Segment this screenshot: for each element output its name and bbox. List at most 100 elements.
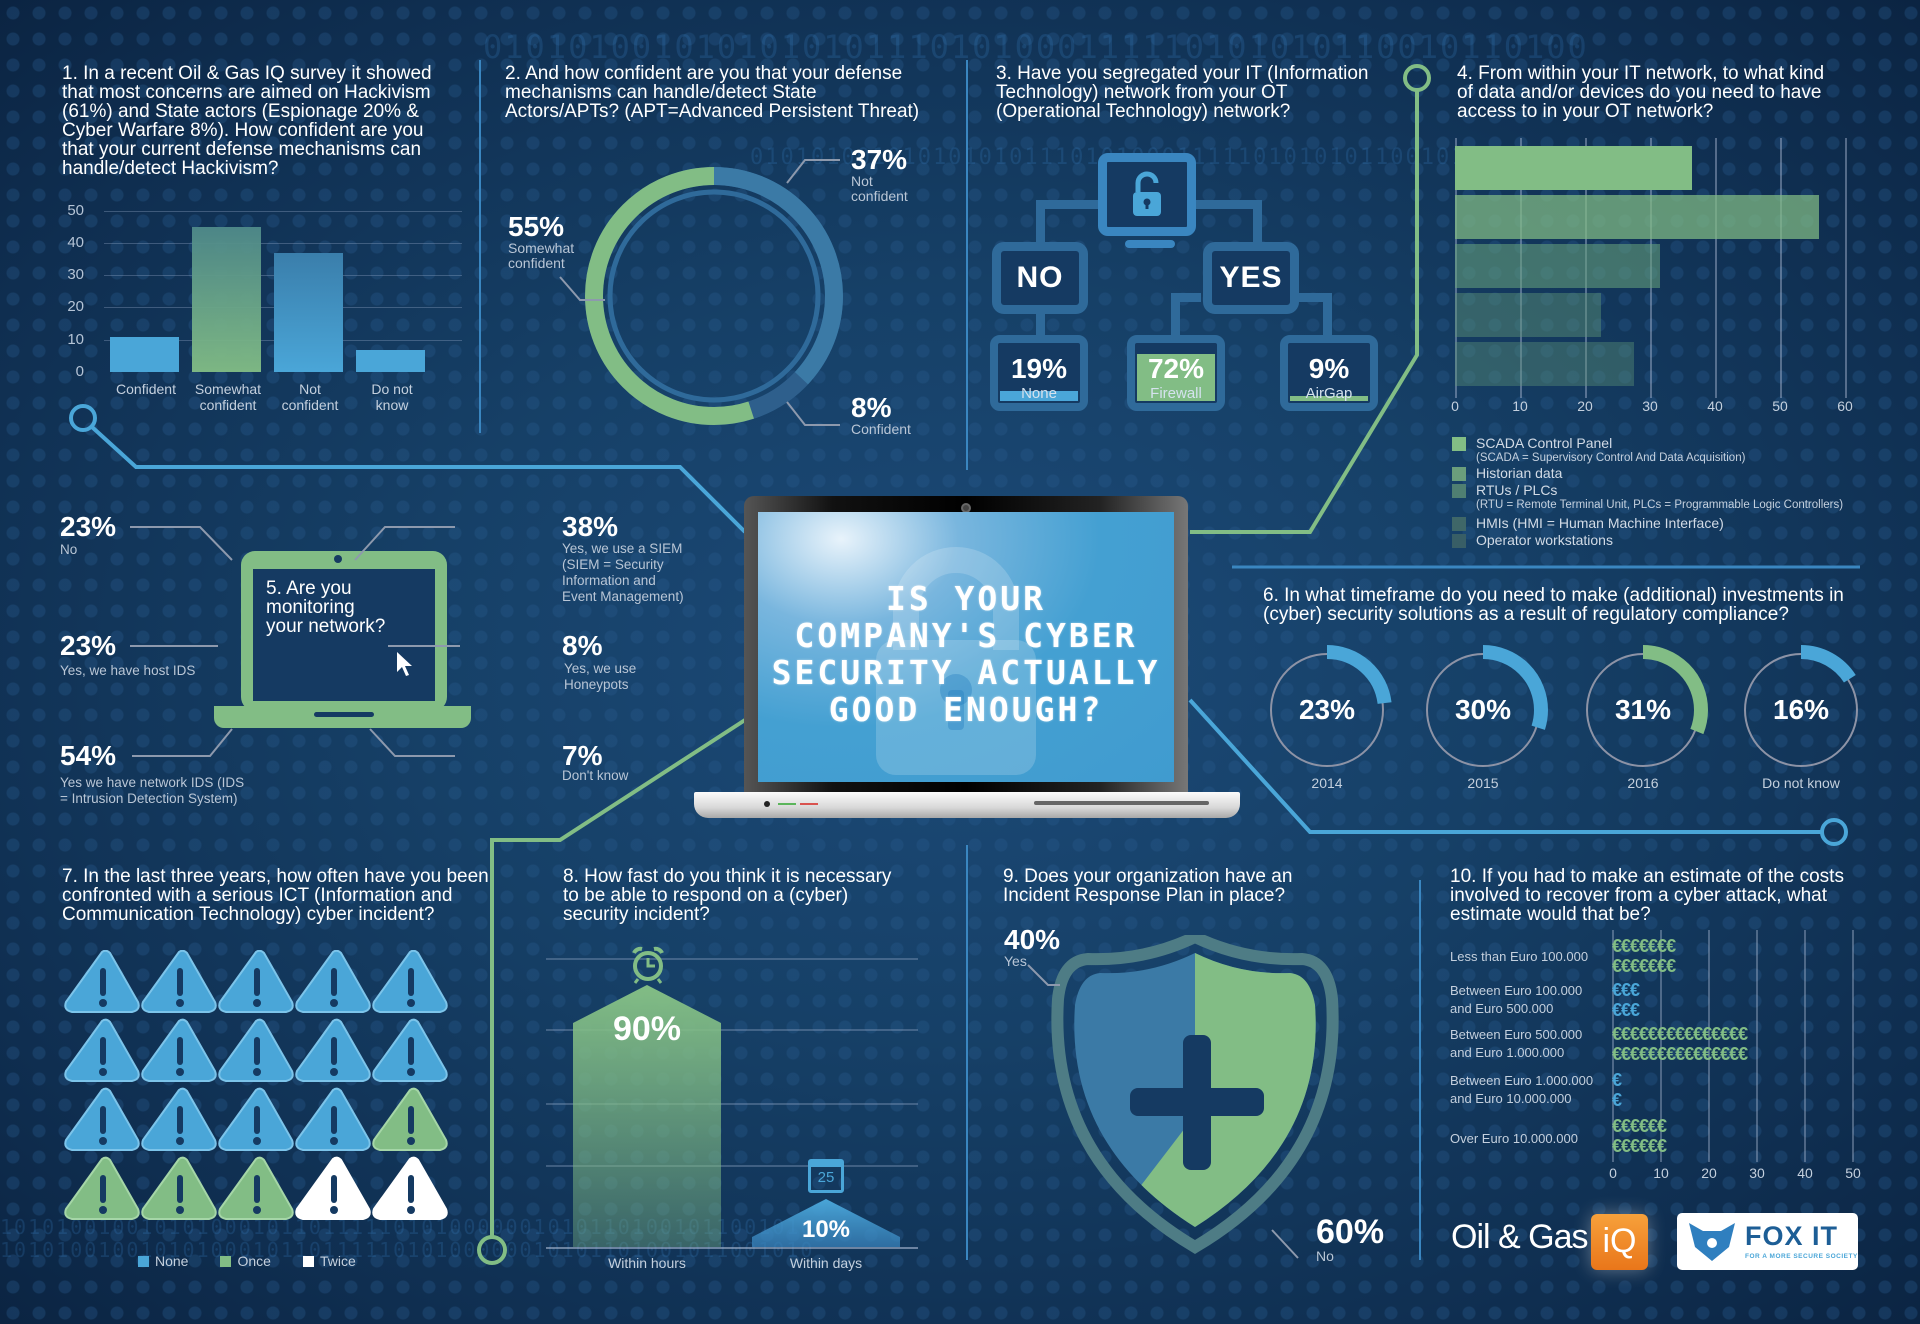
x-label: Not confident bbox=[281, 381, 339, 413]
within-hours-pct: 90% bbox=[612, 1010, 682, 1048]
q5-dont-know-label: Don't know bbox=[562, 768, 629, 783]
q1-question-line: handle/detect Hackivism? bbox=[62, 158, 279, 179]
q5-leader-lines bbox=[130, 526, 460, 757]
monitor-icon bbox=[1098, 153, 1196, 236]
q10-question-line: 10. If you had to make an estimate of th… bbox=[1450, 866, 1844, 887]
within-days-label: Within days bbox=[789, 1255, 863, 1271]
q2-donut-chart bbox=[585, 167, 843, 425]
q2-question-line: 2. And how confident are you that your d… bbox=[505, 63, 903, 84]
q2-leader-lines bbox=[559, 159, 840, 426]
q5-dont-know-pct: 7% bbox=[562, 740, 603, 771]
q2-slice-not-confident: 37% Not confident bbox=[851, 144, 908, 204]
x-tick: 40 bbox=[1797, 1165, 1813, 1181]
x-tick: 0 bbox=[1609, 1165, 1617, 1181]
q7-question-line: Communication Technology) cyber incident… bbox=[62, 904, 435, 925]
q5-siem-label: Yes, we use a SIEM (SIEM = Security Inform… bbox=[562, 541, 684, 604]
alarm-clock-icon bbox=[632, 946, 664, 984]
q6-question-line: 6. In what timeframe do you need to make… bbox=[1263, 585, 1844, 606]
q3-question-line: Technology) network from your OT bbox=[996, 82, 1288, 103]
y-tick: 20 bbox=[67, 298, 84, 315]
exclamation-marks bbox=[99, 968, 415, 1214]
q2-question-line: Actors/APTs? (APT=Advanced Persistent Th… bbox=[505, 101, 920, 122]
q10-question-line: involved to recover from a cyber attack,… bbox=[1450, 885, 1827, 906]
x-tick: 60 bbox=[1837, 398, 1853, 414]
q10-row-label: Between Euro 100.000 and Euro 500.000 bbox=[1450, 983, 1583, 1016]
q7-question-line: confronted with a serious ICT (Informati… bbox=[62, 885, 453, 906]
x-label: Confident bbox=[116, 381, 176, 397]
q9-yes: 40% Yes bbox=[1004, 924, 1061, 969]
x-tick: 40 bbox=[1707, 398, 1723, 414]
x-tick: 20 bbox=[1577, 398, 1593, 414]
x-tick: 30 bbox=[1749, 1165, 1765, 1181]
q1-question-line: Cyber Warfare 8%). How confident are you bbox=[62, 120, 424, 141]
x-tick: 10 bbox=[1653, 1165, 1669, 1181]
bar-hmis bbox=[1455, 293, 1601, 337]
bar-historian bbox=[1455, 195, 1819, 239]
main-title: IS YOUR COMPANY'S CYBER SECURITY ACTUALL… bbox=[771, 579, 1161, 729]
y-tick: 0 bbox=[75, 363, 84, 380]
q9-question-line: Incident Response Plan in place? bbox=[1003, 885, 1286, 906]
green-laptop-icon bbox=[241, 551, 447, 711]
euro-icons-row: €€€€€€ €€€€€€ bbox=[1612, 1116, 1667, 1156]
legend-label: SCADA Control Panel bbox=[1476, 435, 1613, 451]
q5-host-ids-pct: 23% bbox=[60, 630, 117, 661]
x-tick: 0 bbox=[1451, 398, 1459, 414]
q1-question-line: that your current defense mechanisms can bbox=[62, 139, 422, 160]
laptop-screen-bezel: IS YOUR COMPANY'S CYBER SECURITY ACTUALL… bbox=[744, 496, 1188, 792]
q8-question-line: to be able to respond on a (cyber) bbox=[563, 885, 849, 906]
padlock-watermark-icon bbox=[876, 547, 1036, 775]
q8-question-line: security incident? bbox=[563, 904, 710, 925]
q1-question-line: (61%) and State actors (Espionage 20% & bbox=[62, 101, 419, 122]
q1-question-line: that most concerns are aimed on Hackivis… bbox=[62, 82, 431, 103]
q8-question-line: 8. How fast do you think it is necessary bbox=[563, 866, 892, 887]
legend-note: (RTU = Remote Terminal Unit, PLCs = Prog… bbox=[1476, 499, 1844, 511]
q5-no-label: No bbox=[60, 542, 78, 557]
monitor-stand bbox=[1125, 240, 1175, 248]
y-tick: 30 bbox=[67, 266, 84, 283]
x-tick: 30 bbox=[1642, 398, 1658, 414]
unlocked-padlock-icon bbox=[1133, 171, 1161, 216]
q10-question-line: estimate would that be? bbox=[1450, 904, 1651, 925]
legend-label: RTUs / PLCs bbox=[1476, 482, 1558, 498]
laptop-screen: IS YOUR COMPANY'S CYBER SECURITY ACTUALL… bbox=[758, 512, 1174, 782]
bar-within-days bbox=[752, 1199, 900, 1247]
fox-it-logo: FOX IT FOR A MORE SECURE SOCIETY bbox=[1677, 1213, 1858, 1270]
q3-yes-box: YES bbox=[1203, 242, 1299, 314]
bar-scada bbox=[1455, 146, 1692, 190]
bar-rtus-plcs bbox=[1455, 244, 1660, 288]
q5-siem-pct: 38% bbox=[562, 511, 619, 542]
q1-question-line: 1. In a recent Oil & Gas IQ survey it sh… bbox=[62, 63, 432, 84]
bar-confident bbox=[110, 337, 179, 372]
q3-question-line: (Operational Technology) network? bbox=[996, 101, 1291, 122]
y-tick: 40 bbox=[67, 234, 84, 251]
q5-no-pct: 23% bbox=[60, 511, 117, 542]
q6-question-line: (cyber) security solutions as a result o… bbox=[1263, 604, 1789, 625]
q6-ring-2014: 23% 2014 bbox=[1257, 640, 1397, 800]
q5-network-ids-label: Yes we have network IDS (IDS = Intrusion … bbox=[60, 775, 245, 806]
euro-icons-row: € € bbox=[1612, 1070, 1622, 1110]
x-tick: 50 bbox=[1772, 398, 1788, 414]
q7-warning-icon-grid bbox=[64, 949, 454, 1230]
q5-question-line: your network? bbox=[266, 616, 386, 637]
q6-ring-2016: 31% 2016 bbox=[1573, 640, 1713, 800]
fox-head-icon bbox=[1689, 1223, 1735, 1261]
q6-ring-do-not-know: 16% Do not know bbox=[1731, 640, 1871, 800]
q10-row-label: Less than Euro 100.000 bbox=[1450, 949, 1589, 964]
q6-ring-2015: 30% 2015 bbox=[1413, 640, 1553, 800]
q4-horizontal-bar-chart: 0 10 20 30 40 50 60 bbox=[1451, 138, 1855, 418]
q4-question-line: access to in your OT network? bbox=[1457, 101, 1714, 122]
q9-no: 60% No bbox=[1316, 1213, 1385, 1264]
laptop-base bbox=[694, 792, 1240, 818]
q5-host-ids-label: Yes, we have host IDS bbox=[60, 663, 196, 678]
q3-no-box: NO bbox=[992, 242, 1088, 314]
iq-logo-badge: iQ bbox=[1591, 1214, 1648, 1270]
x-label: Do not know bbox=[371, 381, 413, 413]
q2-slice-somewhat-confident: 55% Somewhat confident bbox=[508, 211, 575, 271]
shield-icon bbox=[1051, 935, 1339, 1254]
q10-row-label: Between Euro 1.000.000 and Euro 10.000.00… bbox=[1450, 1073, 1594, 1106]
x-tick: 20 bbox=[1701, 1165, 1717, 1181]
q3-question-line: 3. Have you segregated your IT (Informat… bbox=[996, 63, 1369, 84]
bar-operator-workstations bbox=[1455, 342, 1634, 386]
q3-result-none: 19% None bbox=[990, 335, 1088, 411]
